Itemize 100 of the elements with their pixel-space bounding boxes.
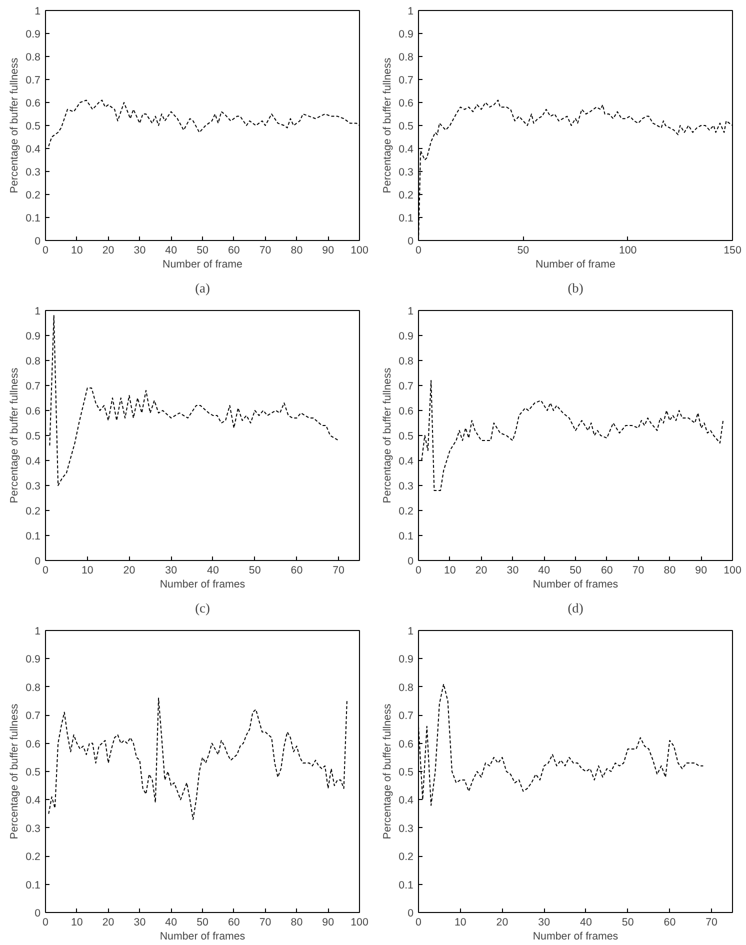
x-tick-label: 70 <box>259 244 272 256</box>
y-tick-label: 0.7 <box>26 710 41 722</box>
x-tick-label: 60 <box>664 916 676 928</box>
y-tick-label: 1 <box>408 626 414 638</box>
x-tick-label: 60 <box>228 244 240 256</box>
x-tick-label: 50 <box>248 564 261 576</box>
x-tick-label: 80 <box>290 916 303 928</box>
y-tick-label: 0.7 <box>398 710 414 722</box>
x-axis-title: Number of frames <box>160 578 246 590</box>
y-tick-label: 0.4 <box>398 794 414 807</box>
y-tick-label: 0.9 <box>398 330 414 342</box>
text: (c) <box>195 600 210 616</box>
y-tick-label: 0.3 <box>26 166 41 178</box>
x-tick-label: 100 <box>724 564 742 576</box>
y-tick-label: 0.5 <box>398 766 414 778</box>
x-tick-label: 30 <box>165 564 178 576</box>
x-axis-title: Number of frame <box>162 258 243 270</box>
x-tick-label: 100 <box>350 916 368 928</box>
x-tick-label: 50 <box>622 916 634 928</box>
y-tick-label: 0.4 <box>26 794 41 807</box>
y-tick-label: 0 <box>408 908 414 920</box>
y-tick-label: 0.6 <box>398 738 414 750</box>
y-tick-label: 0.5 <box>26 120 41 132</box>
y-tick-label: 0 <box>34 908 41 920</box>
y-tick-label: 0.3 <box>398 166 414 178</box>
y-tick-label: 0.1 <box>26 212 41 224</box>
y-tick-label: 0.9 <box>26 28 41 40</box>
x-tick-label: 50 <box>517 244 530 256</box>
y-tick-label: 0.8 <box>26 52 41 64</box>
x-tick-label: 20 <box>123 564 136 576</box>
x-tick-label: 30 <box>506 564 519 576</box>
y-tick-label: 0.7 <box>398 380 414 392</box>
y-tick-label: 0.2 <box>398 851 414 864</box>
x-tick-label: 20 <box>475 564 488 576</box>
y-tick-label: 0.1 <box>398 530 414 542</box>
y-tick-label: 0.5 <box>398 430 414 442</box>
y-tick-label: 0.8 <box>26 682 41 694</box>
y-tick-label: 1 <box>34 306 41 318</box>
y-tick-label: 0.8 <box>26 356 41 368</box>
y-tick-label: 0.5 <box>26 430 41 442</box>
y-tick-label: 0 <box>34 556 41 568</box>
x-tick-label: 0 <box>42 916 49 928</box>
x-tick-label: 0 <box>416 564 422 576</box>
y-tick-label: 0.8 <box>398 682 414 694</box>
x-tick-label: 70 <box>259 916 272 928</box>
x-tick-label: 0 <box>416 916 422 928</box>
y-tick-label: 0.3 <box>398 480 414 492</box>
y-tick-label: 0.7 <box>26 74 41 86</box>
x-tick-label: 40 <box>165 916 178 928</box>
x-tick-label: 0 <box>42 564 49 576</box>
y-tick-label: 0.4 <box>26 144 41 156</box>
x-tick-label: 20 <box>102 916 114 928</box>
y-axis-title: Percentage of buffer fullness <box>8 368 21 504</box>
x-axis-title: Number of frames <box>160 930 246 942</box>
y-tick-label: 1 <box>34 6 41 18</box>
text: (a) <box>195 280 210 296</box>
y-tick-label: 0.2 <box>26 190 41 202</box>
y-axis-title: Percentage of buffer fullness <box>382 368 394 504</box>
y-axis-title: Percentage of buffer fullness <box>8 704 21 840</box>
x-tick-label: 40 <box>207 564 219 576</box>
x-tick-label: 10 <box>70 916 83 928</box>
y-tick-label: 0.6 <box>26 406 41 418</box>
x-tick-label: 30 <box>538 916 550 928</box>
y-tick-label: 0 <box>408 236 414 248</box>
y-tick-label: 0.2 <box>398 190 414 202</box>
x-tick-label: 100 <box>350 244 368 256</box>
x-tick-label: 30 <box>134 916 146 928</box>
y-tick-label: 0.6 <box>26 98 41 110</box>
y-tick-label: 0.9 <box>26 330 41 342</box>
y-tick-label: 0.1 <box>26 530 41 542</box>
x-tick-label: 90 <box>695 564 708 576</box>
x-tick-label: 90 <box>322 916 334 928</box>
x-tick-label: 30 <box>134 244 146 256</box>
y-tick-label: 0 <box>34 236 41 248</box>
x-tick-label: 10 <box>81 564 94 576</box>
x-tick-label: 40 <box>580 916 592 928</box>
y-tick-label: 0.4 <box>26 456 41 468</box>
x-tick-label: 70 <box>706 916 718 928</box>
x-axis-title: Number of frames <box>532 578 618 590</box>
y-tick-label: 0.4 <box>398 144 414 156</box>
x-tick-label: 0 <box>416 244 422 256</box>
y-tick-label: 0.3 <box>26 822 41 835</box>
text: (d) <box>568 600 584 616</box>
y-axis-title: Percentage of buffer fullness <box>382 704 394 840</box>
x-tick-label: 60 <box>600 564 613 576</box>
x-tick-label: 150 <box>724 244 742 256</box>
x-tick-label: 10 <box>454 916 466 928</box>
y-tick-label: 0.9 <box>26 654 41 666</box>
x-tick-label: 70 <box>632 564 644 576</box>
x-tick-label: 20 <box>102 244 114 256</box>
x-tick-label: 100 <box>618 244 637 256</box>
y-tick-label: 0.8 <box>398 52 414 64</box>
y-tick-label: 0.9 <box>398 28 414 40</box>
y-tick-label: 0.5 <box>398 120 414 132</box>
x-tick-label: 40 <box>165 244 178 256</box>
x-tick-label: 80 <box>290 244 303 256</box>
x-tick-label: 10 <box>70 244 83 256</box>
x-tick-label: 50 <box>196 244 208 256</box>
y-tick-label: 1 <box>408 306 414 318</box>
x-tick-label: 60 <box>228 916 240 928</box>
